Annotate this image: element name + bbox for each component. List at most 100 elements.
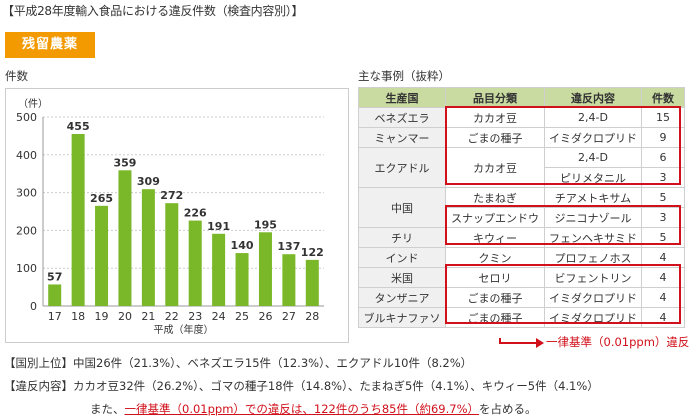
table-row: 米国 セロリ ビフェントリン 4: [358, 267, 685, 288]
x-tick-label: 22: [165, 310, 179, 323]
legend-arrow-head-icon: [536, 338, 544, 348]
header-count: 件数: [641, 87, 685, 108]
x-tick-label: 20: [118, 310, 132, 323]
cell-country: インド: [358, 247, 446, 268]
summary-standard-suffix: を占める。: [479, 402, 537, 416]
header-item: 品目分類: [445, 87, 545, 108]
cell-violation: フェンヘキサミド: [544, 227, 642, 248]
cell-country: ベネズエラ: [358, 107, 446, 128]
table-row: 中国 たまねぎ チアメトキサム 5: [358, 187, 685, 228]
chart-section-label: 件数: [5, 69, 28, 83]
y-tick-label: 100: [16, 262, 37, 275]
x-tick-label: 17: [48, 310, 62, 323]
cell-item: ごまの種子: [445, 287, 545, 308]
cell-item: セロリ: [445, 267, 545, 288]
bar: [305, 259, 319, 306]
cell-country: ブルキナファソ: [358, 307, 446, 328]
header-violation: 違反内容: [544, 87, 642, 108]
y-tick-label: 0: [30, 300, 37, 313]
cell-violation: ビフェントリン: [544, 267, 642, 288]
cell-count: 5: [641, 187, 685, 208]
bar-value-label: 359: [113, 156, 136, 169]
cell-count: 15: [641, 107, 685, 128]
cell-count: 3: [641, 167, 685, 188]
cell-violation: ジニコナゾール: [544, 207, 642, 228]
bar: [188, 220, 202, 306]
cell-violation: イミダクロプリド: [544, 307, 642, 328]
cell-count: 4: [641, 247, 685, 268]
cell-violation: チアメトキサム: [544, 187, 642, 208]
cell-violation: プロフェノホス: [544, 247, 642, 268]
bar: [165, 203, 179, 306]
y-tick-label: 300: [16, 187, 37, 200]
x-axis-label: 平成（年度）: [154, 323, 214, 336]
summary-country: 【国別上位】中国26件（21.3%）、ベネズエラ15件（12.3%）、エクアドル…: [4, 356, 473, 370]
table-row: チリ キウィー フェンヘキサミド 5: [358, 227, 685, 248]
legend-arrow-stem: [499, 338, 501, 344]
table-row: ミャンマー ごまの種子 イミダクロプリド 9: [358, 127, 685, 148]
bar-value-label: 57: [47, 270, 62, 283]
y-axis-unit: （件）: [18, 98, 48, 110]
page-title: 【平成28年度輸入食品における違反件数（検査内容別）】: [2, 4, 304, 18]
category-badge: 残留農薬: [5, 32, 95, 58]
cases-table: 生産国 品目分類 違反内容 件数 ベネズエラ カカオ豆 2,4-D 15 ミャン…: [358, 87, 685, 328]
cell-count: 4: [641, 307, 685, 328]
cell-count: 4: [641, 267, 685, 288]
cell-count: 6: [641, 147, 685, 168]
bar-value-label: 265: [90, 192, 113, 205]
bar-value-label: 455: [67, 120, 90, 133]
cell-item: スナップエンドウ: [445, 207, 545, 228]
cell-count: 4: [641, 287, 685, 308]
table-row: ブルキナファソ ごまの種子 イミダクロプリド 4: [358, 307, 685, 328]
bar-value-label: 226: [184, 207, 207, 220]
x-tick-label: 27: [282, 310, 296, 323]
cell-country: エクアドル: [358, 147, 446, 188]
bar-value-label: 137: [277, 240, 300, 253]
cell-country: ミャンマー: [358, 127, 446, 148]
bar-value-label: 140: [231, 239, 254, 252]
cell-count: 5: [641, 227, 685, 248]
y-tick-label: 400: [16, 149, 37, 162]
cell-count: 9: [641, 127, 685, 148]
header-country: 生産国: [358, 87, 446, 108]
x-tick-label: 28: [305, 310, 319, 323]
bar-value-label: 122: [301, 246, 324, 259]
table-row: タンザニア ごまの種子 イミダクロプリド 4: [358, 287, 685, 308]
cell-count: 3: [641, 207, 685, 228]
x-tick-label: 18: [71, 310, 85, 323]
bar-chart-svg: 0 100 200 300 400 500（件） 57 17 455 18 265 19 359 20 30…: [16, 98, 324, 336]
y-tick-label: 200: [16, 224, 37, 237]
x-tick-label: 25: [235, 310, 249, 323]
x-tick-label: 19: [95, 310, 109, 323]
y-tick-label: 500: [16, 111, 37, 124]
table-header-row: 生産国 品目分類 違反内容 件数: [358, 87, 685, 108]
bar: [118, 170, 132, 306]
summary-standard-prefix: また、: [90, 402, 125, 416]
summary-standard: また、一律基準（0.01ppm）での違反は、122件のうち85件（約69.7%）…: [90, 401, 537, 417]
bar-value-label: 195: [254, 218, 277, 231]
bar: [141, 189, 155, 306]
x-tick-label: 23: [188, 310, 202, 323]
cell-country: 中国: [358, 187, 446, 228]
bar-value-label: 191: [207, 220, 230, 233]
x-tick-label: 24: [212, 310, 226, 323]
bar: [95, 205, 109, 306]
summary-violation: 【違反内容】カカオ豆32件（26.2%）、ゴマの種子18件（14.8%）、たまね…: [4, 379, 599, 393]
legend-arrow-line: [499, 342, 537, 344]
x-tick-label: 21: [141, 310, 155, 323]
cell-item: カカオ豆: [445, 147, 545, 188]
cell-violation: イミダクロプリド: [544, 287, 642, 308]
cell-item: カカオ豆: [445, 107, 545, 128]
cell-country: 米国: [358, 267, 446, 288]
cell-item: ごまの種子: [445, 307, 545, 328]
table-row: エクアドル カカオ豆 2,4-D 6: [358, 147, 685, 188]
bar: [282, 254, 296, 306]
bar: [71, 134, 85, 306]
cell-violation: ピリメタニル: [544, 167, 642, 188]
cell-item: たまねぎ: [445, 187, 545, 208]
cell-violation: 2,4-D: [544, 107, 642, 128]
cell-item: キウィー: [445, 227, 545, 248]
cell-item: クミン: [445, 247, 545, 268]
cell-violation: イミダクロプリド: [544, 127, 642, 148]
table-row: インド クミン プロフェノホス 4: [358, 247, 685, 268]
